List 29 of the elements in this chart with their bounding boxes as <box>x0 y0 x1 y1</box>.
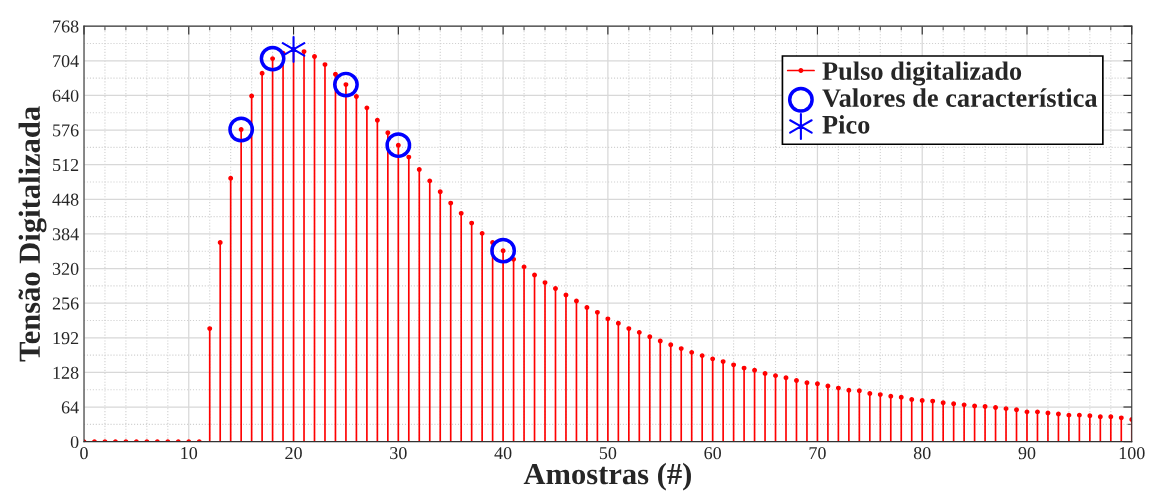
x-tick-label: 100 <box>1119 447 1145 460</box>
x-axis-title: Amostras (#) <box>523 462 691 491</box>
y-tick-label: 0 <box>70 435 79 449</box>
y-tick-label: 512 <box>53 158 79 172</box>
x-tick-label: 60 <box>704 447 721 460</box>
legend-label: Valores de característica <box>822 88 1098 108</box>
y-tick-label: 128 <box>53 366 79 379</box>
x-tick-label: 20 <box>285 447 302 460</box>
y-tick-label: 320 <box>52 262 79 275</box>
x-tick-label: 30 <box>390 447 407 460</box>
x-tick-label: 50 <box>599 447 617 460</box>
x-tick-label: 70 <box>809 447 826 460</box>
y-tick-label: 448 <box>52 193 79 206</box>
x-tick-label: 40 <box>494 447 512 460</box>
y-axis-title: Tensão Digitalizada <box>18 106 47 362</box>
y-tick-label: 576 <box>53 124 79 137</box>
x-tick-label: 0 <box>80 447 88 460</box>
x-tick-label: 80 <box>913 447 931 460</box>
y-tick-label: 704 <box>53 55 79 68</box>
y-tick-label: 192 <box>53 332 79 345</box>
x-tick-label: 10 <box>181 447 198 460</box>
x-tick-label: 90 <box>1018 447 1036 460</box>
legend-label: Pico <box>822 115 870 134</box>
y-tick-label: 64 <box>61 401 79 414</box>
y-tick-label: 384 <box>52 228 79 241</box>
y-tick-label: 256 <box>52 297 79 310</box>
legend-label: Pulso digitalizado <box>822 61 1022 86</box>
y-tick-label: 768 <box>53 20 79 33</box>
y-tick-label: 640 <box>52 89 79 102</box>
